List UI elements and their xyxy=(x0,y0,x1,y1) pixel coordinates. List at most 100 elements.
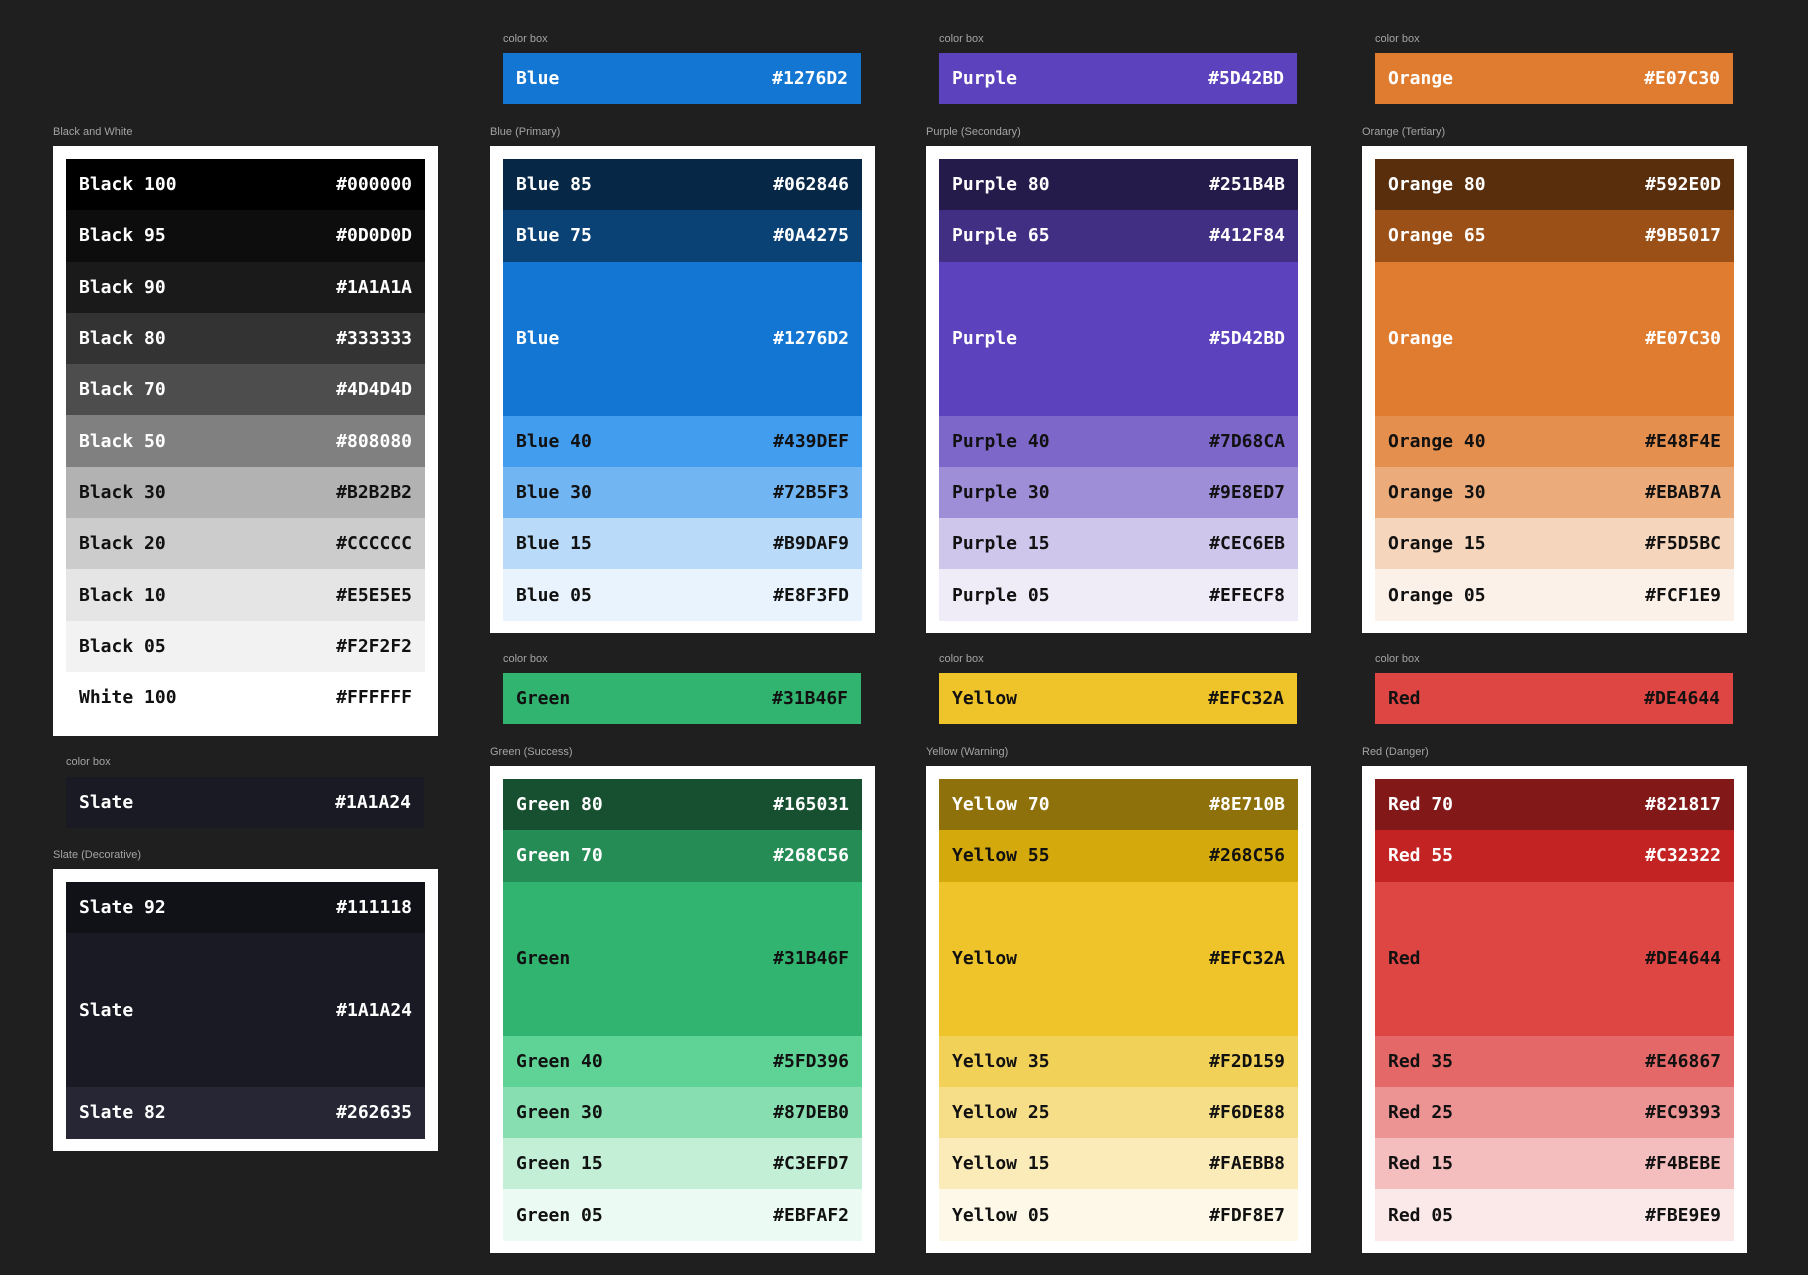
swatch-name: Green 80 xyxy=(516,794,603,816)
swatch-hex: #0A4275 xyxy=(773,225,849,247)
swatch-row[interactable]: Black 10 #E5E5E5 xyxy=(66,569,425,621)
swatch-name: Black 80 xyxy=(79,328,166,350)
swatch-row[interactable]: Orange 30 #EBAB7A xyxy=(1375,466,1734,519)
swatch-row[interactable]: Purple 80 #251B4B xyxy=(939,159,1298,211)
swatch-name: Yellow xyxy=(952,948,1018,970)
swatch-row[interactable]: Green 05 #EBFAF2 xyxy=(503,1189,862,1241)
swatch-row[interactable]: Green 40 #5FD396 xyxy=(503,1035,862,1087)
color-box-orange[interactable]: Orange #E07C30 xyxy=(1375,53,1733,104)
swatch-row[interactable]: Blue 15 #B9DAF9 xyxy=(503,518,862,570)
label-color-box-red: color box xyxy=(1375,653,1420,665)
swatch-hex: #111118 xyxy=(336,897,412,919)
swatch-hex: #E07C30 xyxy=(1645,328,1721,350)
swatch-row[interactable]: Red 70 #821817 xyxy=(1375,779,1734,831)
swatch-row[interactable]: Slate 82 #262635 xyxy=(66,1087,425,1139)
swatch-row[interactable]: Blue 30 #72B5F3 xyxy=(503,466,862,519)
swatch-row[interactable]: Blue 85 #062846 xyxy=(503,159,862,211)
swatch-hex: #165031 xyxy=(773,794,849,816)
swatch-list: Orange 80 #592E0D Orange 65 #9B5017 Orange #E… xyxy=(1375,159,1734,621)
swatch-hex: #87DEB0 xyxy=(773,1102,849,1124)
swatch-row[interactable]: Slate 92 #111118 xyxy=(66,882,425,934)
swatch-name: Red 35 xyxy=(1388,1050,1454,1072)
swatch-row[interactable]: Purple 05 #EFECF8 xyxy=(939,569,1298,621)
swatch-row[interactable]: Yellow 35 #F2D159 xyxy=(939,1035,1298,1087)
swatch-name: Black 100 xyxy=(79,174,177,196)
swatch-row[interactable]: Red 25 #EC9393 xyxy=(1375,1086,1734,1139)
swatch-name: Black 70 xyxy=(79,379,166,401)
swatch-row[interactable]: Yellow 15 #FAEBB8 xyxy=(939,1138,1298,1190)
swatch-row[interactable]: Orange 80 #592E0D xyxy=(1375,159,1734,211)
swatch-name: Black 95 xyxy=(79,225,166,247)
swatch-row[interactable]: Green 70 #268C56 xyxy=(503,830,862,882)
swatch-row[interactable]: Orange 15 #F5D5BC xyxy=(1375,518,1734,570)
swatch-row[interactable]: Yellow 05 #FDF8E7 xyxy=(939,1189,1298,1241)
swatch-name: Slate 82 xyxy=(79,1102,166,1124)
color-box-name: Blue xyxy=(516,68,560,89)
label-purple-secondary: Purple (Secondary) xyxy=(926,126,1021,138)
swatch-list: Purple 80 #251B4B Purple 65 #412F84 Purple #5… xyxy=(939,159,1298,621)
swatch-row[interactable]: Green #31B46F xyxy=(503,881,862,1036)
label-orange-tertiary: Orange (Tertiary) xyxy=(1362,126,1446,138)
color-box-name: Green xyxy=(516,688,571,709)
swatch-row[interactable]: Orange 05 #FCF1E9 xyxy=(1375,569,1734,621)
swatch-row[interactable]: Black 50 #808080 xyxy=(66,415,425,467)
swatch-list: Blue 85 #062846 Blue 75 #0A4275 Blue #1276D2 B… xyxy=(503,159,862,621)
color-box-red[interactable]: Red #DE4644 xyxy=(1375,673,1733,724)
swatch-row[interactable]: Black 90 #1A1A1A xyxy=(66,261,425,313)
swatch-row[interactable]: Yellow #EFC32A xyxy=(939,881,1298,1036)
color-box-green[interactable]: Green #31B46F xyxy=(503,673,861,724)
swatch-row[interactable]: White 100 #FFFFFF xyxy=(66,671,425,724)
swatch-name: Purple 80 xyxy=(952,174,1050,196)
color-box-hex: #1A1A24 xyxy=(335,792,411,813)
swatch-hex: #333333 xyxy=(336,328,412,350)
swatch-row[interactable]: Black 80 #333333 xyxy=(66,312,425,365)
swatch-row[interactable]: Yellow 55 #268C56 xyxy=(939,830,1298,882)
swatch-hex: #F4BEBE xyxy=(1645,1153,1721,1175)
swatch-row[interactable]: Yellow 25 #F6DE88 xyxy=(939,1086,1298,1139)
palette-red-danger: Red 70 #821817 Red 55 #C32322 Red #DE4644 Red … xyxy=(1362,766,1747,1253)
swatch-row[interactable]: Blue 05 #E8F3FD xyxy=(503,569,862,621)
swatch-row[interactable]: Purple 30 #9E8ED7 xyxy=(939,466,1298,519)
color-box-purple[interactable]: Purple #5D42BD xyxy=(939,53,1297,104)
swatch-row[interactable]: Purple 40 #7D68CA xyxy=(939,415,1298,467)
swatch-name: Red 25 xyxy=(1388,1102,1454,1124)
swatch-row[interactable]: Green 30 #87DEB0 xyxy=(503,1086,862,1139)
swatch-row[interactable]: Red 55 #C32322 xyxy=(1375,830,1734,882)
swatch-row[interactable]: Black 100 #000000 xyxy=(66,159,425,211)
swatch-row[interactable]: Black 70 #4D4D4D xyxy=(66,364,425,416)
swatch-row[interactable]: Purple 15 #CEC6EB xyxy=(939,518,1298,570)
swatch-row[interactable]: Red #DE4644 xyxy=(1375,881,1734,1036)
color-box-slate[interactable]: Slate #1A1A24 xyxy=(66,777,424,828)
swatch-hex: #268C56 xyxy=(773,845,849,867)
swatch-row[interactable]: Yellow 70 #8E710B xyxy=(939,779,1298,831)
swatch-row[interactable]: Orange 40 #E48F4E xyxy=(1375,415,1734,467)
swatch-row[interactable]: Purple #5D42BD xyxy=(939,261,1298,416)
palette-orange-tertiary: Orange 80 #592E0D Orange 65 #9B5017 Orange #E… xyxy=(1362,146,1747,633)
swatch-hex: #000000 xyxy=(336,174,412,196)
color-box-blue[interactable]: Blue #1276D2 xyxy=(503,53,861,104)
swatch-hex: #9B5017 xyxy=(1645,225,1721,247)
swatch-row[interactable]: Black 20 #CCCCCC xyxy=(66,518,425,570)
swatch-row[interactable]: Green 15 #C3EFD7 xyxy=(503,1138,862,1190)
swatch-row[interactable]: Blue 75 #0A4275 xyxy=(503,210,862,262)
swatch-row[interactable]: Orange #E07C30 xyxy=(1375,261,1734,416)
color-box-name: Red xyxy=(1388,688,1421,709)
swatch-name: Blue 85 xyxy=(516,174,592,196)
swatch-row[interactable]: Blue #1276D2 xyxy=(503,261,862,416)
swatch-row[interactable]: Black 05 #F2F2F2 xyxy=(66,620,425,672)
color-box-yellow[interactable]: Yellow #EFC32A xyxy=(939,673,1297,724)
swatch-name: Red xyxy=(1388,948,1421,970)
swatch-name: Yellow 25 xyxy=(952,1102,1050,1124)
swatch-row[interactable]: Orange 65 #9B5017 xyxy=(1375,210,1734,262)
swatch-row[interactable]: Red 05 #FBE9E9 xyxy=(1375,1189,1734,1241)
swatch-row[interactable]: Red 35 #E46867 xyxy=(1375,1035,1734,1087)
swatch-row[interactable]: Green 80 #165031 xyxy=(503,779,862,831)
swatch-hex: #808080 xyxy=(336,430,412,452)
swatch-row[interactable]: Black 30 #B2B2B2 xyxy=(66,466,425,519)
swatch-hex: #CEC6EB xyxy=(1209,533,1285,555)
swatch-row[interactable]: Red 15 #F4BEBE xyxy=(1375,1138,1734,1190)
swatch-row[interactable]: Slate #1A1A24 xyxy=(66,933,425,1088)
swatch-row[interactable]: Purple 65 #412F84 xyxy=(939,210,1298,262)
swatch-row[interactable]: Blue 40 #439DEF xyxy=(503,415,862,467)
swatch-row[interactable]: Black 95 #0D0D0D xyxy=(66,210,425,262)
